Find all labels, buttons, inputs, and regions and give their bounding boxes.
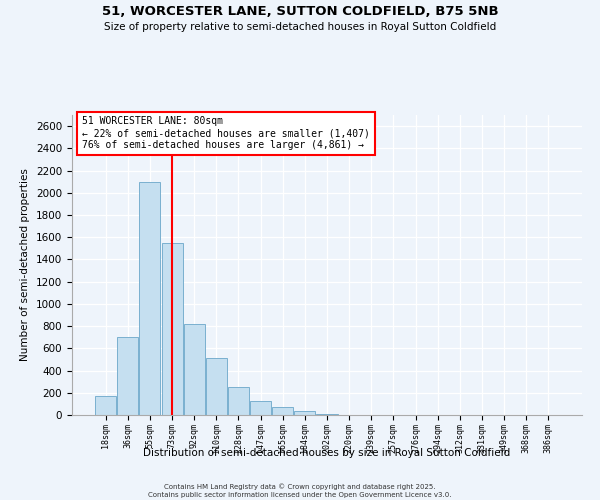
Y-axis label: Number of semi-detached properties: Number of semi-detached properties: [20, 168, 31, 362]
Bar: [95, 396, 116, 415]
Text: 51 WORCESTER LANE: 80sqm
← 22% of semi-detached houses are smaller (1,407)
76% o: 51 WORCESTER LANE: 80sqm ← 22% of semi-d…: [82, 116, 370, 150]
Text: 51, WORCESTER LANE, SUTTON COLDFIELD, B75 5NB: 51, WORCESTER LANE, SUTTON COLDFIELD, B7…: [101, 5, 499, 18]
Text: Size of property relative to semi-detached houses in Royal Sutton Coldfield: Size of property relative to semi-detach…: [104, 22, 496, 32]
Bar: [139, 182, 160, 415]
Bar: [316, 414, 338, 415]
Text: Contains HM Land Registry data © Crown copyright and database right 2025.
Contai: Contains HM Land Registry data © Crown c…: [148, 484, 452, 498]
Bar: [118, 337, 139, 415]
Bar: [228, 387, 249, 415]
Bar: [295, 410, 316, 415]
Bar: [184, 324, 205, 415]
Bar: [250, 401, 271, 415]
Bar: [272, 406, 293, 415]
Bar: [161, 243, 182, 415]
Bar: [206, 358, 227, 415]
Text: Distribution of semi-detached houses by size in Royal Sutton Coldfield: Distribution of semi-detached houses by …: [143, 448, 511, 458]
